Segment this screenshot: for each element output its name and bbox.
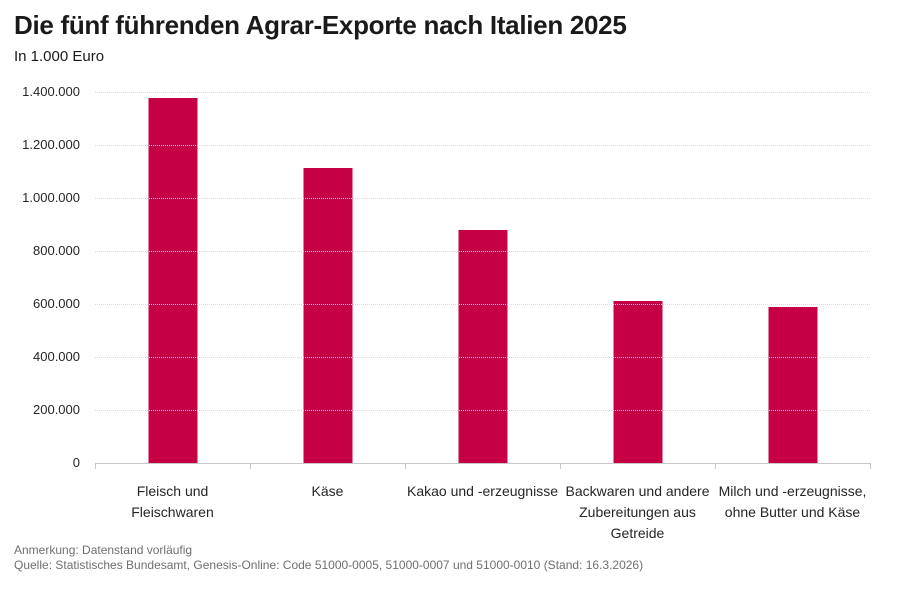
bar-slot bbox=[560, 92, 715, 463]
gridline bbox=[95, 251, 870, 252]
x-axis-category-label-line: Zubereitungen aus bbox=[579, 504, 696, 520]
y-axis-tick-label: 800.000 bbox=[33, 243, 80, 258]
gridline bbox=[95, 92, 870, 93]
chart-title: Die fünf führenden Agrar-Exporte nach It… bbox=[14, 10, 627, 40]
x-axis-tick bbox=[250, 463, 251, 469]
gridline bbox=[95, 357, 870, 358]
x-axis-tick bbox=[405, 463, 406, 469]
x-axis-tick bbox=[95, 463, 96, 469]
bar-1 bbox=[148, 98, 197, 463]
bar-3 bbox=[458, 229, 507, 463]
chart-footer: Anmerkung: Datenstand vorläufig Quelle: … bbox=[14, 543, 643, 573]
x-axis-category-label-line: Fleischwaren bbox=[131, 504, 214, 520]
y-axis-tick-label: 200.000 bbox=[33, 402, 80, 417]
x-axis-category-label-line: Backwaren und andere bbox=[565, 483, 710, 499]
bar-slot bbox=[405, 92, 560, 463]
chart-source: Quelle: Statistisches Bundesamt, Genesis… bbox=[14, 558, 644, 572]
x-axis-tick bbox=[560, 463, 561, 469]
bar-2 bbox=[303, 167, 352, 463]
bar-slot bbox=[95, 92, 250, 463]
x-axis-category-label-line: Milch und -erzeugnisse, bbox=[718, 483, 867, 499]
x-axis-category-label-line: Fleisch und bbox=[136, 483, 209, 499]
y-axis-tick-label: 1.400.000 bbox=[22, 84, 80, 99]
gridline bbox=[95, 198, 870, 199]
x-axis-category-label: Fleisch und Fleischwaren bbox=[95, 481, 250, 544]
chart-subtitle: In 1.000 Euro bbox=[14, 48, 105, 65]
x-axis-category-label: Backwaren und andere Zubereitungen aus Get… bbox=[560, 481, 715, 544]
chart-note: Anmerkung: Datenstand vorläufig bbox=[14, 543, 193, 557]
y-axis-tick-label: 600.000 bbox=[33, 296, 80, 311]
bars-container bbox=[95, 92, 870, 463]
y-axis-tick-label: 1.000.000 bbox=[22, 190, 80, 205]
y-axis-tick-label: 1.200.000 bbox=[22, 137, 80, 152]
bar-slot bbox=[250, 92, 405, 463]
x-axis-category-label-line: Kakao und -erzeugnisse bbox=[407, 483, 558, 499]
x-axis-tick bbox=[870, 463, 871, 469]
y-axis-tick-label: 0 bbox=[72, 455, 80, 470]
bar-slot bbox=[715, 92, 870, 463]
x-axis-category-label: Kakao und -erzeugnisse bbox=[405, 481, 560, 544]
x-axis-category-label-line: Getreide bbox=[610, 525, 665, 541]
x-axis-labels: Fleisch und Fleischwaren Käse Kakao und -er… bbox=[95, 481, 870, 544]
y-axis-tick-label: 400.000 bbox=[33, 349, 80, 364]
x-axis-category-label-line: ohne Butter und Käse bbox=[724, 504, 861, 520]
gridline bbox=[95, 145, 870, 146]
gridline bbox=[95, 304, 870, 305]
x-axis-category-label: Milch und -erzeugnisse, ohne Butter und K… bbox=[715, 481, 870, 544]
plot-area bbox=[95, 92, 870, 464]
gridline bbox=[95, 410, 870, 411]
bar-4 bbox=[613, 300, 662, 463]
bar-5 bbox=[768, 306, 817, 463]
x-axis-category-label-line: Käse bbox=[311, 483, 344, 499]
x-axis-category-label: Käse bbox=[250, 481, 405, 544]
x-axis-tick bbox=[715, 463, 716, 469]
